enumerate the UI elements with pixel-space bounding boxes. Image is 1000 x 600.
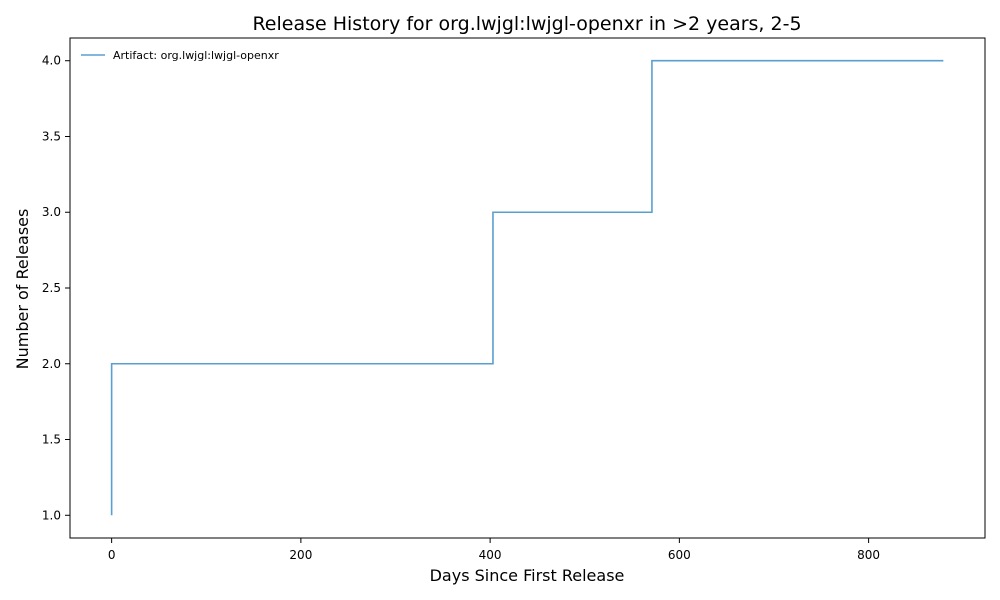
- y-axis-ticks: 1.0 1.5 2.0 2.5 3.0 3.5 4.0: [42, 54, 70, 522]
- legend: Artifact: org.lwjgl:lwjgl-openxr: [81, 49, 279, 62]
- x-tick-label: 800: [857, 548, 880, 562]
- y-axis-label: Number of Releases: [13, 209, 32, 370]
- x-tick-label: 0: [108, 548, 116, 562]
- y-tick-label: 1.5: [42, 433, 61, 447]
- legend-entry: Artifact: org.lwjgl:lwjgl-openxr: [113, 49, 279, 62]
- y-tick-label: 4.0: [42, 54, 61, 68]
- y-tick-label: 2.5: [42, 281, 61, 295]
- x-tick-label: 200: [289, 548, 312, 562]
- x-tick-label: 400: [479, 548, 502, 562]
- y-tick-label: 2.0: [42, 357, 61, 371]
- chart-title: Release History for org.lwjgl:lwjgl-open…: [252, 13, 801, 35]
- plot-area: [69, 37, 986, 539]
- x-axis-ticks: 0 200 400 600 800: [108, 538, 880, 562]
- y-tick-label: 1.0: [42, 508, 61, 522]
- series-line: [110, 59, 944, 516]
- y-tick-label: 3.5: [42, 129, 61, 143]
- x-tick-label: 600: [668, 548, 691, 562]
- x-axis-label: Days Since First Release: [430, 566, 625, 585]
- y-tick-label: 3.0: [42, 205, 61, 219]
